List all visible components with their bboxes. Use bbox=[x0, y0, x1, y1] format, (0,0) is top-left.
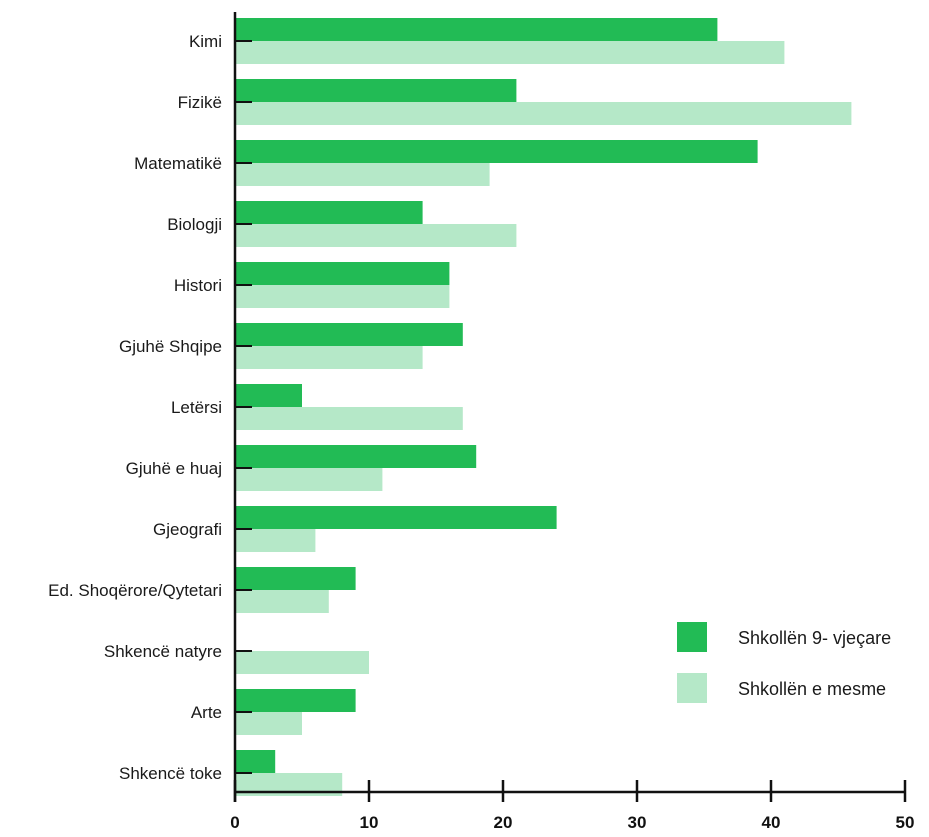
bar-series2 bbox=[235, 346, 423, 369]
legend-swatch bbox=[677, 673, 707, 703]
category-label: Gjuhë e huaj bbox=[126, 459, 222, 478]
x-tick-label: 40 bbox=[762, 813, 781, 832]
x-tick-label: 30 bbox=[628, 813, 647, 832]
category-label: Shkencë toke bbox=[119, 764, 222, 783]
y-axis-ticks bbox=[235, 40, 252, 774]
bar-series2 bbox=[235, 102, 852, 125]
category-label: Kimi bbox=[189, 32, 222, 51]
bar-series1 bbox=[235, 750, 276, 773]
bar-series2 bbox=[235, 773, 343, 796]
legend-label: Shkollën 9- vjeçare bbox=[738, 628, 891, 648]
bar-series2 bbox=[235, 529, 316, 552]
bar-series2 bbox=[235, 712, 302, 735]
bar-series2 bbox=[235, 651, 369, 674]
bars-layer bbox=[235, 18, 852, 796]
bar-series1 bbox=[235, 79, 517, 102]
category-label: Letërsi bbox=[171, 398, 222, 417]
category-labels: Kimi Fizikë Matematikë Biologji Histori Gjuhë… bbox=[48, 32, 222, 783]
legend: Shkollën 9- vjeçare Shkollën e mesme bbox=[677, 622, 891, 703]
category-label: Matematikë bbox=[134, 154, 222, 173]
bar-series2 bbox=[235, 224, 517, 247]
bar-series2 bbox=[235, 285, 450, 308]
bar-series1 bbox=[235, 567, 356, 590]
x-tick-label: 10 bbox=[360, 813, 379, 832]
category-label: Gjeografi bbox=[153, 520, 222, 539]
x-tick-label: 50 bbox=[896, 813, 915, 832]
bar-series1 bbox=[235, 262, 450, 285]
category-label: Fizikë bbox=[178, 93, 222, 112]
bar-series2 bbox=[235, 41, 785, 64]
bar-series1 bbox=[235, 445, 477, 468]
bar-series2 bbox=[235, 468, 383, 491]
bar-series1 bbox=[235, 506, 557, 529]
category-label: Shkencë natyre bbox=[104, 642, 222, 661]
bar-series2 bbox=[235, 163, 490, 186]
category-label: Histori bbox=[174, 276, 222, 295]
bar-series1 bbox=[235, 689, 356, 712]
category-label: Arte bbox=[191, 703, 222, 722]
x-axis-ticks: 0 10 20 30 40 50 bbox=[230, 780, 914, 832]
x-tick-label: 0 bbox=[230, 813, 239, 832]
legend-label: Shkollën e mesme bbox=[738, 679, 886, 699]
category-label: Gjuhë Shqipe bbox=[119, 337, 222, 356]
bar-series1 bbox=[235, 384, 302, 407]
bar-series2 bbox=[235, 590, 329, 613]
category-label: Biologji bbox=[167, 215, 222, 234]
legend-swatch bbox=[677, 622, 707, 652]
bar-series1 bbox=[235, 323, 463, 346]
bar-series1 bbox=[235, 201, 423, 224]
bar-series1 bbox=[235, 140, 758, 163]
x-tick-label: 20 bbox=[494, 813, 513, 832]
bar-series1 bbox=[235, 18, 718, 41]
category-label: Ed. Shoqërore/Qytetari bbox=[48, 581, 222, 600]
bar-series2 bbox=[235, 407, 463, 430]
